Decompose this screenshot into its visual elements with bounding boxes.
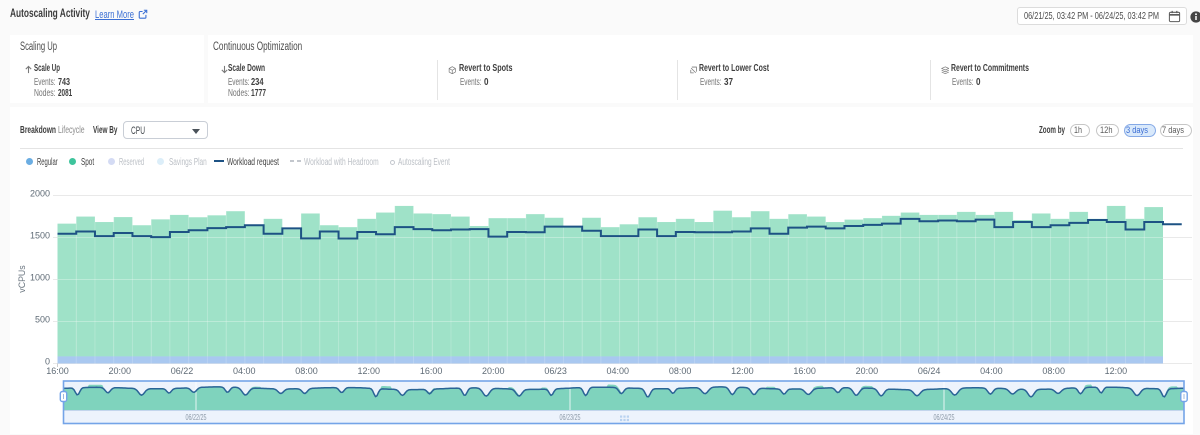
svg-text:04:00: 04:00 [607,366,630,376]
svg-text:12:00: 12:00 [1105,366,1128,376]
svg-text:20:00: 20:00 [109,366,132,376]
svg-text:16:00: 16:00 [420,366,443,376]
svg-text:20:00: 20:00 [482,366,505,376]
svg-text:12:00: 12:00 [358,366,381,376]
svg-text:16:00: 16:00 [793,366,816,376]
svg-text:06/23: 06/23 [544,366,567,376]
svg-text:04:00: 04:00 [980,366,1003,376]
svg-text:06/22: 06/22 [171,366,194,376]
svg-text:06/24/25: 06/24/25 [934,412,955,422]
svg-text:12:00: 12:00 [731,366,754,376]
svg-text:06/22/25: 06/22/25 [186,412,207,422]
svg-text:16:00: 16:00 [46,366,69,376]
svg-text:2000: 2000 [30,188,50,198]
svg-text:08:00: 08:00 [295,366,318,376]
svg-text:20:00: 20:00 [856,366,879,376]
svg-text:500: 500 [35,314,50,324]
svg-text:04:00: 04:00 [233,366,256,376]
svg-text:1500: 1500 [30,230,50,240]
svg-text:vCPUs: vCPUs [17,265,27,293]
svg-text:06/24: 06/24 [918,366,941,376]
svg-text:06/23/25: 06/23/25 [560,412,581,422]
svg-text:08:00: 08:00 [1042,366,1065,376]
svg-text:0: 0 [45,356,50,366]
svg-text:08:00: 08:00 [669,366,692,376]
svg-text:1000: 1000 [30,272,50,282]
